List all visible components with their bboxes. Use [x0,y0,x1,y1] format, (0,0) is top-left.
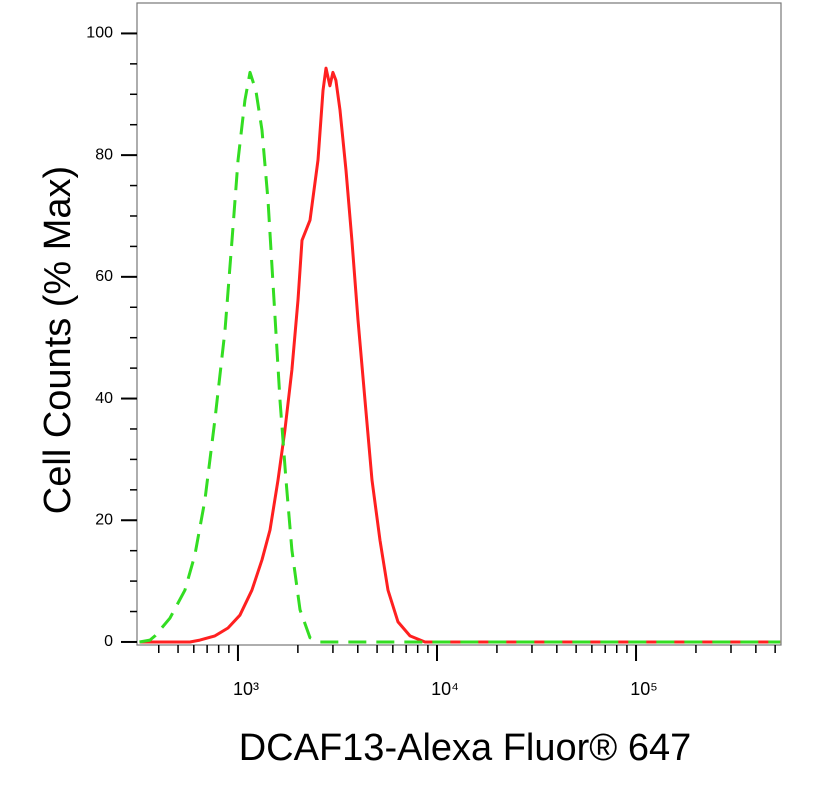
y-axis-label: Cell Counts (% Max) [37,166,79,514]
y-tick-label: 80 [95,146,113,163]
plot-frame [136,2,782,646]
x-tick-label: 10³ [233,679,259,699]
x-tick-label: 10⁴ [431,679,459,699]
y-tick-label: 40 [95,390,113,407]
x-axis-label: DCAF13-Alexa Fluor® 647 [239,727,692,769]
series-line [139,66,781,644]
y-tick-label: 100 [86,25,113,42]
x-tick-label: 10⁵ [630,679,657,699]
series-line [139,70,781,644]
y-tick-label: 0 [104,633,113,650]
y-tick-label: 20 [95,511,113,528]
y-tick-label: 60 [95,268,113,285]
